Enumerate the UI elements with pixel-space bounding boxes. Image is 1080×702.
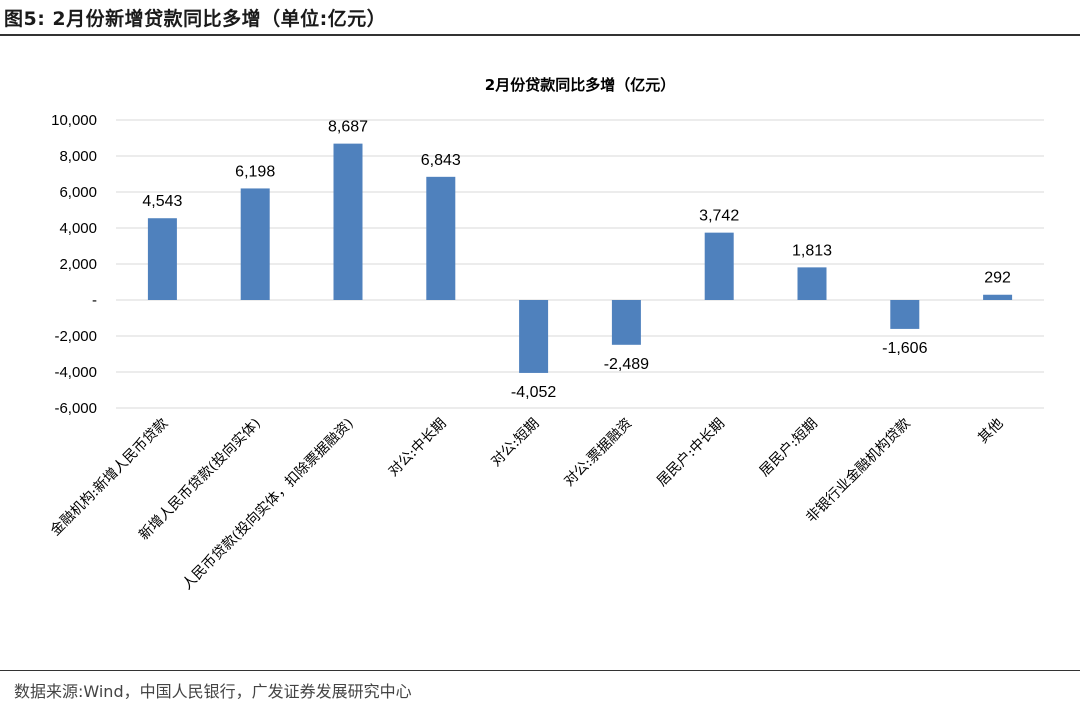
y-axis-tick-labels: 10,000 8,000 6,000 4,000 2,000 - -2,000 -4,000 -… — [51, 112, 97, 417]
bars — [147, 143, 1013, 373]
data-label: 6,843 — [421, 152, 461, 169]
data-label: -4,052 — [511, 384, 556, 401]
data-label: 3,742 — [699, 208, 739, 225]
grid-lines — [116, 119, 1044, 409]
bar — [519, 300, 549, 373]
bottom-rule — [0, 670, 1080, 671]
category-label: 人民币贷款(投向实体，扣除票据融资) — [179, 416, 356, 593]
bar — [240, 188, 270, 300]
category-label: 非银行业金融机构贷款 — [803, 416, 913, 526]
y-tick-label: -6,000 — [54, 400, 97, 417]
bar — [797, 267, 827, 300]
y-tick-label: 6,000 — [59, 184, 97, 201]
data-label: -1,606 — [882, 340, 927, 357]
bar — [611, 300, 641, 345]
category-label: 对公:票据融资 — [561, 416, 635, 490]
data-label: 292 — [984, 270, 1011, 287]
bar — [983, 294, 1013, 300]
chart-title: 2月份贷款同比多增（亿元） — [485, 76, 675, 94]
category-labels: 金融机构:新增人民币贷款新增人民币贷款(投向实体)人民币贷款(投向实体，扣除票据… — [48, 415, 1007, 593]
figure-title: 图5: 2月份新增贷款同比多增（单位:亿元） — [4, 8, 387, 30]
y-tick-label: 8,000 — [59, 148, 97, 165]
y-tick-label: -2,000 — [54, 328, 97, 345]
y-tick-label: -4,000 — [54, 364, 97, 381]
data-label: 6,198 — [235, 163, 275, 180]
bar — [147, 218, 177, 300]
data-label: 1,813 — [792, 242, 832, 259]
bar — [426, 176, 456, 300]
category-label: 对公:短期 — [488, 416, 542, 470]
bar — [704, 232, 734, 300]
y-tick-label: 10,000 — [51, 112, 97, 129]
bar-chart: 2月份贷款同比多增（亿元） 10,000 8,000 6,000 4,000 2,000… — [48, 76, 1044, 593]
data-label: -2,489 — [604, 356, 649, 373]
bar — [333, 143, 363, 300]
category-label: 其他 — [975, 416, 1006, 447]
y-tick-label: 2,000 — [59, 256, 97, 273]
y-tick-label: 4,000 — [59, 220, 97, 237]
source-note: 数据来源:Wind，中国人民银行，广发证券发展研究中心 — [14, 682, 412, 701]
data-labels: 4,543 6,198 8,687 6,843 -4,052 -2,489 3,742 1,8… — [142, 119, 1011, 401]
y-tick-label: - — [92, 292, 97, 309]
data-label: 4,543 — [142, 193, 182, 210]
category-label: 居民户:中长期 — [653, 415, 728, 490]
data-label: 8,687 — [328, 119, 368, 136]
category-label: 对公:中长期 — [385, 416, 449, 480]
category-label: 居民户:短期 — [756, 415, 821, 480]
bar — [890, 300, 920, 329]
top-rule — [0, 34, 1080, 36]
